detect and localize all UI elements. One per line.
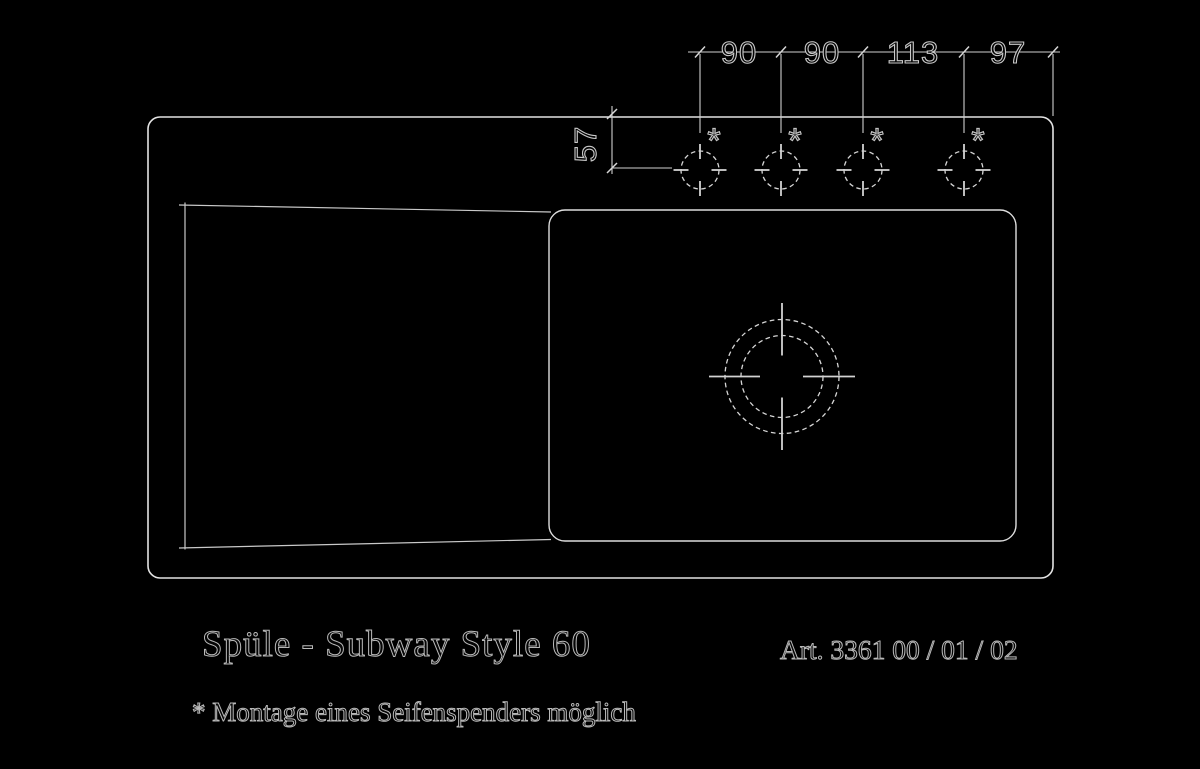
footnote: * Montage eines Seifenspenders möglich: [192, 697, 636, 727]
dim-label-90-a: 90: [721, 35, 757, 70]
dimension-chain-horizontal: 90 90 113 97: [688, 34, 1060, 133]
drainboard-top-edge: [178, 204, 552, 213]
dim-label-90-b: 90: [804, 35, 840, 70]
faucet-hole-4: *: [937, 121, 991, 196]
caption-block: Spüle - Subway Style 60 Art. 3361 00 / 0…: [192, 624, 1019, 728]
dimension-tick: [606, 108, 618, 120]
dimension-tick: [958, 45, 970, 59]
faucet-hole-1: *: [673, 121, 727, 196]
dimension-vertical-57: 57: [567, 106, 672, 174]
faucet-hole-3: *: [836, 121, 890, 196]
dimension-tick: [775, 45, 787, 59]
article-number: Art. 3361 00 / 01 / 02: [780, 634, 1018, 665]
faucet-hole-2: *: [754, 121, 808, 196]
drainboard-bottom-edge: [178, 538, 552, 549]
dimension-tick: [694, 45, 706, 59]
dim-label-97: 97: [990, 35, 1026, 70]
soap-dispenser-asterisk: *: [870, 122, 883, 160]
dim-label-113: 113: [887, 35, 939, 70]
drainboard-outline: [178, 202, 552, 550]
soap-dispenser-asterisk: *: [971, 122, 984, 160]
product-title: Spüle - Subway Style 60: [202, 624, 591, 665]
drain-outlet: [709, 303, 855, 450]
basin-outline: [548, 209, 1017, 542]
soap-dispenser-asterisk: *: [707, 122, 720, 160]
dimension-tick: [1047, 45, 1059, 59]
dimension-tick: [857, 45, 869, 59]
soap-dispenser-asterisk: *: [788, 122, 801, 160]
sink-outer-outline: [147, 116, 1054, 579]
dim-label-57: 57: [568, 126, 603, 162]
